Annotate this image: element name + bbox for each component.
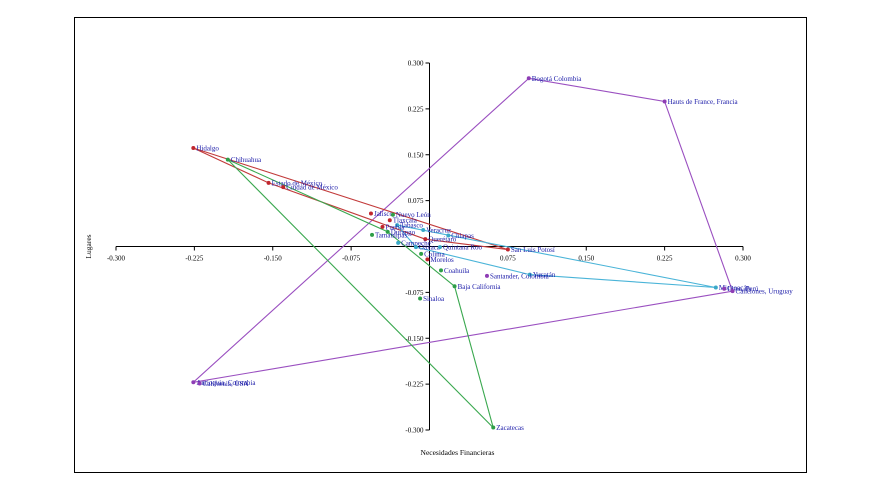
y-tick-label: 0.075 — [408, 197, 424, 205]
data-point — [713, 285, 718, 290]
data-point-label: Yucatán — [533, 271, 556, 279]
data-point-label: Chiapas — [451, 232, 474, 240]
y-tick-label: 0.150 — [408, 151, 424, 159]
data-point-label: Colima — [424, 250, 446, 258]
data-point-label: Tamaulipas — [375, 231, 407, 239]
data-point-label: Tlaxcala — [393, 217, 418, 225]
x-tick-label: -0.225 — [185, 255, 204, 263]
data-point-label: Tabasco — [400, 222, 423, 230]
data-point — [526, 76, 531, 81]
y-tick-label: -0.075 — [405, 289, 424, 297]
data-point — [419, 251, 424, 256]
data-point-label: Bogotá Colombia — [532, 75, 582, 83]
data-point-label: Durango — [391, 228, 416, 236]
data-point-label: Santander, Colombia — [490, 272, 550, 280]
data-point — [266, 180, 271, 185]
data-point — [387, 218, 392, 223]
y-tick-label: 0.300 — [408, 60, 424, 68]
data-point — [191, 380, 196, 385]
x-axis-title: Necesidades Financieras — [421, 448, 495, 457]
data-point — [662, 99, 667, 104]
data-point — [425, 257, 430, 262]
data-point — [421, 227, 426, 232]
x-tick-label: 0.300 — [735, 255, 751, 263]
x-tick-label: 0.150 — [578, 255, 594, 263]
series-purple-line — [192, 77, 734, 383]
data-point-label: Zacatecas — [496, 424, 524, 432]
data-point-label: Estado de México — [272, 179, 323, 187]
data-point — [423, 237, 428, 242]
data-point — [225, 157, 230, 162]
data-point — [395, 223, 400, 228]
x-tick-label: -0.075 — [342, 255, 361, 263]
data-point — [413, 245, 418, 250]
data-point-label: Querétaro — [428, 236, 456, 244]
data-point — [390, 212, 395, 217]
data-point — [396, 240, 401, 245]
data-point — [505, 247, 510, 252]
scatter-plot: -0.300 -0.225 -0.150 -0.075 0.075 0.150 0.225 0… — [84, 60, 794, 458]
data-point-label: Lima, Perú — [727, 285, 759, 293]
data-point — [484, 273, 489, 278]
x-tick-label: -0.150 — [264, 255, 283, 263]
data-point-label: Baja California — [458, 283, 502, 291]
data-point — [370, 232, 375, 237]
series-green-line — [227, 159, 495, 430]
y-tick-label: 0.225 — [408, 105, 424, 113]
data-point — [191, 146, 196, 151]
data-point — [368, 211, 373, 216]
data-point — [418, 296, 423, 301]
data-point — [437, 245, 442, 250]
data-point-label: Chihuahua — [231, 156, 262, 164]
data-point-label: Nuevo León — [396, 211, 431, 219]
x-tick-label: 0.075 — [500, 255, 516, 263]
x-tick-label: -0.300 — [107, 255, 126, 263]
data-point — [281, 185, 286, 190]
data-point-label: Puebla — [385, 223, 405, 231]
data-point — [527, 272, 532, 277]
data-point — [452, 284, 457, 289]
data-point-label: Hauts de France, Francia — [668, 98, 739, 106]
data-point — [722, 286, 727, 291]
data-point-label: Quintana Roo — [443, 244, 483, 252]
data-point-label: Coahuila — [444, 267, 470, 275]
y-tick-label: -0.225 — [405, 381, 424, 389]
data-point-label: Canelones, Uruguay — [736, 288, 794, 296]
y-axis-title: Lugares — [84, 234, 93, 258]
data-point-label: Morelos — [430, 256, 454, 264]
data-point — [446, 233, 451, 238]
chart-frame: -0.300 -0.225 -0.150 -0.075 0.075 0.150 0.225 0… — [74, 17, 807, 473]
data-point-label: Veracruz — [426, 226, 451, 234]
data-point — [438, 268, 443, 273]
data-point-label: Sinaloa — [423, 295, 445, 303]
data-point-label: Campeche — [401, 239, 431, 247]
data-point-label: Ciudad de México — [286, 184, 338, 192]
data-point — [730, 289, 735, 294]
data-point-label: San Luis Potosí — [511, 246, 555, 254]
data-point-label: Jalisco — [374, 210, 394, 218]
data-point — [380, 224, 385, 229]
data-point-label: Oaxaca — [419, 244, 441, 252]
y-tick-label: -0.150 — [405, 335, 424, 343]
data-point — [491, 425, 496, 430]
data-point-label: Hidalgo — [196, 145, 219, 153]
data-point-label: California, USA — [203, 380, 249, 388]
x-tick-label: 0.225 — [657, 255, 673, 263]
data-point-label: Michoacán — [719, 284, 751, 292]
data-point — [385, 229, 390, 234]
data-point — [197, 381, 202, 386]
y-tick-label: -0.300 — [405, 427, 424, 435]
data-point-label: Antioquia, Colombia — [196, 379, 256, 387]
